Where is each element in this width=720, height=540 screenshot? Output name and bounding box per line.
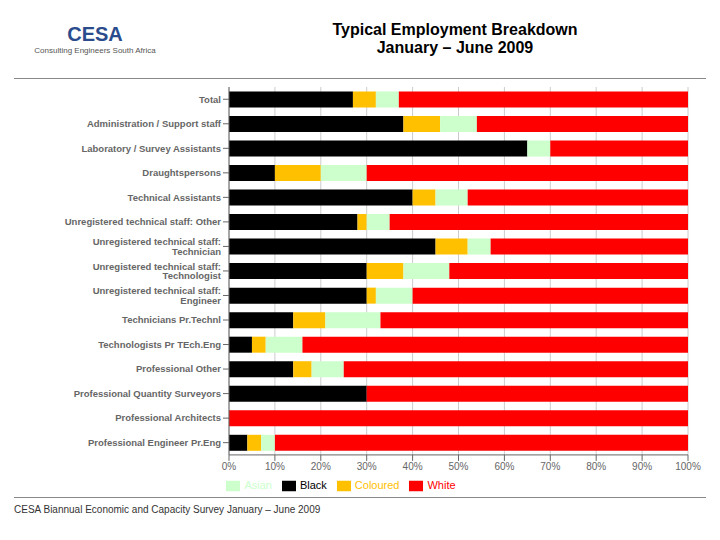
html-text:Asian: Asian (244, 478, 272, 491)
html-text:White: White (427, 478, 456, 491)
svg-text:Unregistered technical staff:E: Unregistered technical staff:Engineer (93, 285, 222, 306)
svg-text:100%: 100% (675, 461, 701, 472)
svg-text:Unregistered technical staff:: Unregistered technical staff: Other (65, 216, 222, 227)
svg-text:Unregistered technical staff:T: Unregistered technical staff:Technologis… (93, 261, 222, 282)
svg-text:Technicians Pr.Technl: Technicians Pr.Technl (122, 314, 221, 325)
svg-text:20%: 20% (311, 461, 331, 472)
svg-text:90%: 90% (632, 461, 652, 472)
html-text:Typical Employment Breakdown: Typical Employment Breakdown (332, 21, 578, 38)
svg-text:30%: 30% (357, 461, 377, 472)
svg-text:60%: 60% (494, 461, 514, 472)
svg-text:0%: 0% (222, 461, 237, 472)
html-text:Consulting Engineers South Afr: Consulting Engineers South Africa (34, 46, 156, 55)
svg-text:80%: 80% (586, 461, 606, 472)
svg-text:Professional Other: Professional Other (136, 363, 221, 374)
svg-text:70%: 70% (540, 461, 560, 472)
svg-text:Laboratory / Survey Assistants: Laboratory / Survey Assistants (81, 143, 221, 154)
svg-text:Professional Quantity Surveyor: Professional Quantity Surveyors (74, 388, 221, 399)
svg-text:10%: 10% (265, 461, 285, 472)
html-text:Black: Black (299, 478, 327, 491)
svg-text:Technical Assistants: Technical Assistants (128, 192, 221, 203)
svg-text:50%: 50% (448, 461, 468, 472)
svg-text:Unregistered technical staff:T: Unregistered technical staff:Technician (93, 236, 221, 256)
html-text:CESA Biannual Economic and Cap: CESA Biannual Economic and Capacity Surv… (14, 504, 321, 515)
html-text:CESA: CESA (67, 23, 123, 45)
html-text:Coloured: Coloured (354, 478, 400, 491)
svg-text:Professional Architects: Professional Architects (115, 412, 221, 423)
svg-text:Technologists Pr TEch.Eng: Technologists Pr TEch.Eng (98, 339, 221, 350)
svg-text:Total: Total (199, 94, 221, 105)
svg-text:40%: 40% (403, 461, 423, 472)
svg-text:Draughtspersons: Draughtspersons (142, 167, 221, 178)
svg-text:Administration / Support staff: Administration / Support staff (87, 118, 222, 129)
svg-text:Professional Engineer Pr.Eng: Professional Engineer Pr.Eng (88, 437, 221, 448)
html-text:January – June 2009: January – June 2009 (376, 39, 534, 56)
